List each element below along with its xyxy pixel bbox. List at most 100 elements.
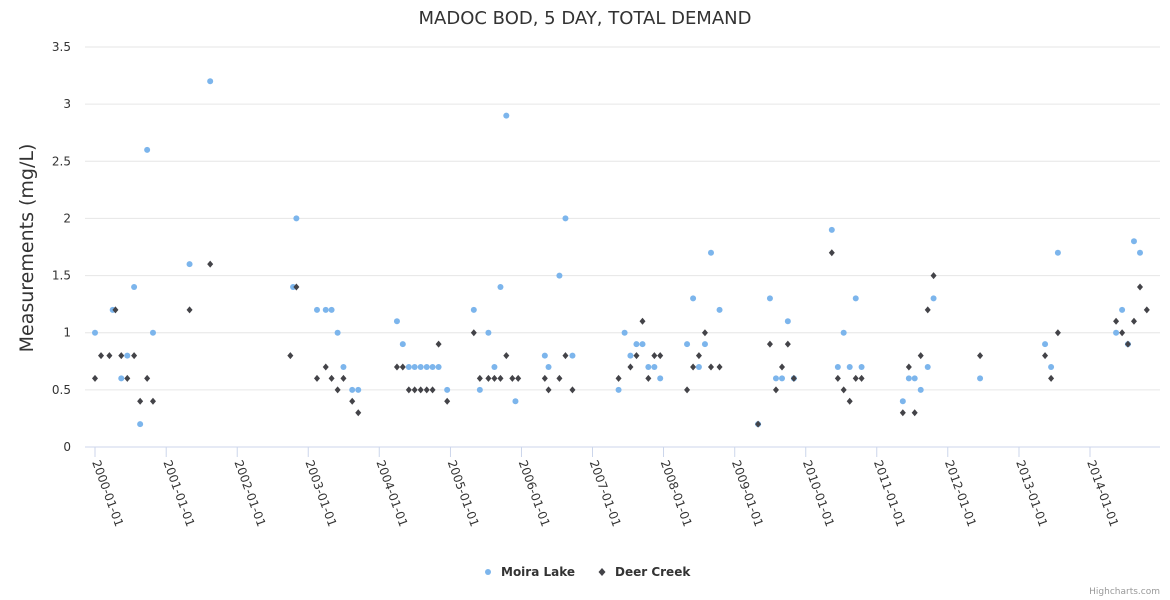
data-point[interactable]	[207, 260, 214, 268]
data-point[interactable]	[1048, 364, 1055, 370]
data-point[interactable]	[556, 272, 563, 279]
data-point[interactable]	[405, 364, 412, 370]
data-point[interactable]	[930, 295, 937, 302]
data-point[interactable]	[322, 363, 329, 371]
data-point[interactable]	[917, 386, 924, 393]
data-point[interactable]	[834, 364, 841, 370]
data-point[interactable]	[92, 329, 98, 336]
data-point[interactable]	[417, 386, 424, 394]
data-point[interactable]	[627, 352, 634, 359]
data-point[interactable]	[485, 374, 492, 382]
data-point[interactable]	[772, 386, 779, 394]
data-point[interactable]	[328, 306, 335, 313]
data-point[interactable]	[701, 341, 708, 348]
data-point[interactable]	[905, 375, 912, 382]
data-point[interactable]	[615, 374, 622, 382]
data-point[interactable]	[476, 374, 483, 382]
data-point[interactable]	[503, 352, 510, 360]
data-point[interactable]	[131, 284, 138, 290]
data-point[interactable]	[444, 386, 451, 393]
data-point[interactable]	[340, 364, 347, 370]
data-point[interactable]	[149, 397, 156, 405]
data-point[interactable]	[772, 375, 779, 382]
data-point[interactable]	[541, 352, 548, 359]
data-point[interactable]	[1048, 374, 1055, 382]
data-point[interactable]	[112, 306, 119, 314]
data-point[interactable]	[633, 341, 640, 348]
data-point[interactable]	[435, 340, 442, 348]
data-point[interactable]	[1143, 306, 1150, 314]
data-point[interactable]	[491, 364, 498, 370]
data-point[interactable]	[1113, 329, 1120, 336]
data-point[interactable]	[858, 364, 865, 370]
data-point[interactable]	[429, 386, 436, 394]
data-point[interactable]	[423, 386, 430, 394]
data-point[interactable]	[828, 226, 835, 233]
data-point[interactable]	[124, 374, 131, 382]
data-point[interactable]	[621, 329, 628, 336]
data-point[interactable]	[497, 374, 504, 382]
data-point[interactable]	[924, 306, 931, 314]
data-point[interactable]	[124, 352, 131, 359]
data-point[interactable]	[349, 397, 356, 405]
data-point[interactable]	[633, 352, 640, 360]
data-point[interactable]	[293, 215, 300, 222]
data-point[interactable]	[556, 374, 563, 382]
data-point[interactable]	[846, 364, 853, 370]
data-point[interactable]	[355, 409, 362, 417]
data-point[interactable]	[131, 352, 138, 360]
data-point[interactable]	[930, 272, 937, 280]
data-point[interactable]	[766, 295, 773, 302]
data-point[interactable]	[834, 374, 841, 382]
data-point[interactable]	[411, 386, 418, 394]
data-point[interactable]	[322, 306, 329, 313]
data-point[interactable]	[911, 375, 918, 382]
data-point[interactable]	[334, 386, 341, 394]
data-point[interactable]	[186, 261, 193, 268]
data-point[interactable]	[1130, 317, 1137, 325]
data-point[interactable]	[828, 249, 835, 257]
data-point[interactable]	[186, 306, 193, 314]
data-point[interactable]	[313, 306, 320, 313]
data-point[interactable]	[645, 374, 652, 382]
data-point[interactable]	[444, 397, 451, 405]
data-point[interactable]	[852, 295, 859, 302]
data-point[interactable]	[98, 352, 105, 360]
data-point[interactable]	[562, 352, 569, 360]
data-point[interactable]	[405, 386, 412, 394]
data-point[interactable]	[476, 386, 483, 393]
data-point[interactable]	[399, 341, 406, 348]
data-point[interactable]	[137, 397, 144, 405]
data-point[interactable]	[393, 363, 400, 371]
data-point[interactable]	[701, 329, 708, 337]
legend-item-moira-lake[interactable]: Moira Lake	[485, 565, 575, 579]
data-point[interactable]	[779, 375, 786, 382]
data-point[interactable]	[144, 146, 151, 153]
data-point[interactable]	[569, 386, 576, 394]
data-point[interactable]	[977, 352, 984, 360]
data-point[interactable]	[334, 329, 341, 336]
data-point[interactable]	[1137, 249, 1144, 256]
data-point[interactable]	[1119, 329, 1126, 337]
data-point[interactable]	[1137, 283, 1144, 291]
data-point[interactable]	[755, 420, 762, 428]
data-point[interactable]	[509, 374, 516, 382]
data-point[interactable]	[569, 352, 576, 359]
data-point[interactable]	[144, 374, 151, 382]
legend[interactable]: Moira Lake Deer Creek	[485, 565, 691, 579]
data-point[interactable]	[615, 386, 622, 393]
data-point[interactable]	[149, 329, 156, 336]
data-point[interactable]	[515, 374, 522, 382]
data-point[interactable]	[858, 374, 865, 382]
data-point[interactable]	[707, 363, 714, 371]
data-point[interactable]	[657, 375, 664, 382]
data-point[interactable]	[545, 364, 552, 370]
data-point[interactable]	[287, 352, 294, 360]
data-point[interactable]	[1054, 329, 1061, 337]
data-point[interactable]	[106, 352, 113, 360]
data-point[interactable]	[545, 386, 552, 394]
data-point[interactable]	[340, 374, 347, 382]
data-point[interactable]	[766, 340, 773, 348]
data-point[interactable]	[690, 295, 697, 302]
data-point[interactable]	[790, 374, 797, 382]
